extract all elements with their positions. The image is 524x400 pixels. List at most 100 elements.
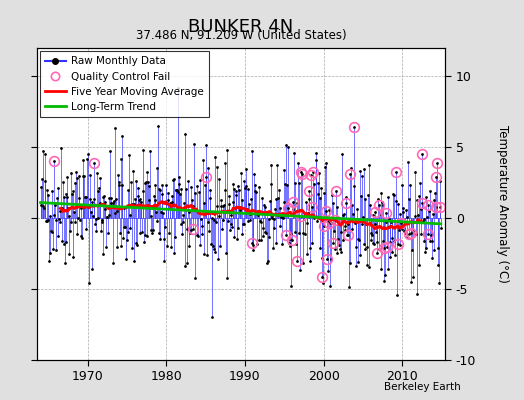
Point — [370, 241, 378, 247]
Point — [144, 179, 152, 185]
Point — [398, 182, 407, 188]
Point — [71, 180, 80, 186]
Point — [350, 124, 358, 130]
Point — [433, 160, 441, 166]
Point — [237, 170, 245, 176]
Point — [94, 215, 103, 222]
Point — [280, 167, 289, 174]
Point — [213, 164, 222, 170]
Point — [174, 174, 183, 180]
Point — [117, 182, 126, 188]
Point — [78, 172, 86, 179]
Point — [59, 241, 68, 247]
Point — [291, 229, 300, 235]
Point — [389, 190, 397, 197]
Point — [385, 216, 393, 223]
Point — [243, 206, 251, 212]
Point — [337, 248, 345, 255]
Point — [152, 164, 161, 171]
Point — [345, 283, 353, 290]
Point — [394, 241, 402, 248]
Point — [200, 251, 209, 258]
Point — [159, 210, 167, 217]
Point — [140, 180, 149, 186]
Legend: Raw Monthly Data, Quality Control Fail, Five Year Moving Average, Long-Term Tren: Raw Monthly Data, Quality Control Fail, … — [40, 51, 209, 117]
Point — [335, 218, 344, 225]
Point — [70, 209, 78, 215]
Point — [370, 209, 379, 215]
Point — [203, 252, 211, 258]
Point — [126, 225, 134, 231]
Point — [53, 232, 62, 239]
Point — [223, 146, 231, 153]
Point — [362, 220, 370, 227]
Point — [397, 226, 406, 232]
Point — [77, 205, 85, 212]
Point — [318, 255, 326, 261]
Point — [98, 218, 106, 225]
Point — [192, 206, 200, 212]
Point — [408, 246, 416, 253]
Point — [286, 242, 294, 249]
Point — [265, 216, 274, 222]
Point — [127, 245, 136, 251]
Point — [359, 214, 367, 220]
Point — [40, 150, 49, 157]
Point — [136, 230, 145, 236]
Point — [301, 231, 310, 238]
Point — [272, 196, 280, 202]
Point — [54, 216, 63, 222]
Point — [207, 241, 215, 248]
Point — [344, 232, 352, 238]
Point — [294, 180, 303, 186]
Point — [111, 209, 119, 216]
Point — [375, 202, 383, 208]
Point — [333, 204, 342, 210]
Point — [48, 228, 57, 235]
Point — [145, 196, 153, 203]
Point — [354, 258, 363, 265]
Point — [361, 245, 369, 252]
Point — [424, 201, 432, 208]
Text: Berkeley Earth: Berkeley Earth — [385, 382, 461, 392]
Point — [201, 182, 209, 188]
Point — [329, 240, 337, 246]
Point — [306, 258, 314, 264]
Point — [278, 213, 286, 219]
Point — [195, 176, 204, 183]
Point — [188, 202, 196, 209]
Point — [80, 172, 89, 179]
Point — [369, 212, 378, 218]
Point — [126, 212, 135, 218]
Point — [211, 249, 220, 256]
Point — [308, 204, 316, 210]
Point — [219, 217, 227, 223]
Point — [336, 229, 345, 235]
Point — [402, 206, 410, 213]
Point — [239, 221, 248, 227]
Point — [428, 238, 436, 244]
Point — [85, 172, 94, 178]
Point — [432, 204, 440, 210]
Point — [171, 187, 180, 193]
Point — [54, 184, 62, 191]
Point — [409, 228, 418, 234]
Point — [216, 243, 224, 250]
Point — [352, 244, 360, 250]
Point — [366, 237, 375, 244]
Point — [322, 160, 331, 166]
Point — [355, 236, 363, 243]
Point — [320, 190, 329, 196]
Point — [263, 260, 271, 267]
Point — [346, 260, 354, 266]
Point — [323, 268, 332, 274]
Point — [402, 234, 411, 240]
Point — [418, 200, 426, 206]
Point — [93, 188, 102, 194]
Point — [257, 219, 266, 226]
Point — [274, 195, 282, 202]
Point — [428, 255, 436, 261]
Point — [274, 212, 282, 218]
Point — [255, 236, 263, 243]
Point — [165, 230, 173, 236]
